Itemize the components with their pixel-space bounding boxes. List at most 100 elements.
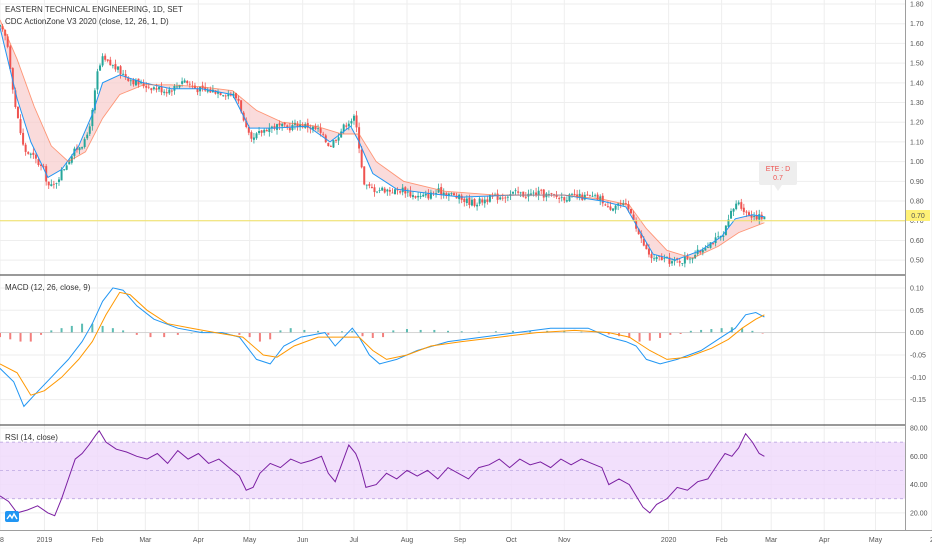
macd-histogram-bar xyxy=(163,332,166,338)
price-pane[interactable] xyxy=(0,19,905,268)
candle-body xyxy=(273,126,276,129)
candle-body xyxy=(132,79,135,85)
candle-body xyxy=(163,91,166,93)
callout-value: 0.7 xyxy=(773,175,783,182)
macd-histogram-bar xyxy=(111,328,114,333)
time-tick-label: 2 xyxy=(930,537,932,544)
candle-body xyxy=(481,199,484,203)
candle-body xyxy=(360,149,363,168)
candle-body xyxy=(140,81,143,84)
candle-body xyxy=(747,212,750,216)
time-tick-label: Apr xyxy=(819,537,831,544)
candle-body xyxy=(252,137,255,140)
macd-histogram-bar xyxy=(200,331,203,333)
candle-body xyxy=(414,196,417,198)
candle-body xyxy=(550,193,553,194)
price-tick-label: 1.00 xyxy=(910,159,924,166)
candle-body xyxy=(383,188,386,193)
macd-histogram-bar xyxy=(710,329,713,333)
macd-histogram-bar xyxy=(351,330,354,333)
symbol-title[interactable]: EASTERN TECHNICAL ENGINEERING, 1D, SET xyxy=(5,5,183,14)
candle-body xyxy=(578,193,581,197)
candle-body xyxy=(101,56,104,66)
candle-body xyxy=(352,115,355,121)
pane-divider[interactable] xyxy=(0,274,905,276)
macd-legend[interactable]: MACD (12, 26, close, 9) xyxy=(5,283,91,292)
candle-body xyxy=(60,169,63,181)
candle-body xyxy=(555,195,558,198)
macd-histogram-bar xyxy=(9,332,12,340)
macd-histogram-bar xyxy=(279,330,282,333)
macd-histogram-bar xyxy=(494,331,497,333)
time-tick-label: Apr xyxy=(193,537,205,544)
axis-layer: 1.80 1.70 1.60 1.50 1.40 1.30 1.20 1.10 1.00 0.90… xyxy=(0,2,932,545)
candle-body xyxy=(463,198,466,202)
candle-body xyxy=(9,46,12,69)
macd-tick-label: -0.10 xyxy=(910,375,926,382)
candle-body xyxy=(57,179,60,183)
candle-body xyxy=(224,95,227,97)
candle-body xyxy=(314,126,317,130)
macd-histogram-bar xyxy=(419,329,422,333)
candle-body xyxy=(424,193,427,196)
macd-histogram-bar xyxy=(512,330,514,333)
candle-body xyxy=(55,183,58,184)
candle-body xyxy=(435,193,438,194)
candle-body xyxy=(170,90,173,92)
candle-body xyxy=(737,202,740,205)
candle-body xyxy=(655,256,658,260)
candle-body xyxy=(373,187,376,193)
candle-body xyxy=(470,199,473,206)
candle-body xyxy=(1,25,4,30)
price-tick-label: 0.70 xyxy=(910,218,924,225)
macd-histogram-bar xyxy=(659,332,662,338)
candle-body xyxy=(586,194,589,196)
candle-body xyxy=(596,194,599,200)
time-tick-label: Mar xyxy=(765,537,778,544)
macd-histogram-bar xyxy=(447,330,450,333)
macd-histogram-bar xyxy=(101,325,104,333)
indicator-title[interactable]: CDC ActionZone V3 2020 (close, 12, 26, 1… xyxy=(5,17,169,26)
macd-histogram-bar xyxy=(433,329,436,333)
candle-body xyxy=(99,65,102,71)
candle-body xyxy=(394,189,397,195)
candle-body xyxy=(350,121,353,124)
candle-body xyxy=(27,152,30,154)
candle-body xyxy=(68,161,71,165)
candle-body xyxy=(91,109,94,127)
candle-body xyxy=(247,127,250,133)
rsi-pane[interactable] xyxy=(0,429,905,517)
candle-body xyxy=(263,129,266,133)
candle-body xyxy=(391,192,394,194)
candle-body xyxy=(250,132,253,139)
candle-body xyxy=(370,186,373,188)
pane-divider[interactable] xyxy=(0,424,905,426)
candle-body xyxy=(735,203,738,210)
candle-body xyxy=(460,195,463,200)
candle-body xyxy=(540,189,543,191)
candle-body xyxy=(683,256,686,264)
price-tick-label: 1.50 xyxy=(910,61,924,68)
rsi-tick-label: 40.00 xyxy=(910,482,928,489)
macd-pane[interactable] xyxy=(0,287,905,408)
candle-body xyxy=(260,130,263,133)
candle-body xyxy=(483,199,486,204)
macd-histogram-bar xyxy=(741,328,744,333)
macd-histogram-bar xyxy=(258,332,261,342)
candle-body xyxy=(447,193,450,197)
candle-body xyxy=(419,196,422,197)
candle-body xyxy=(245,120,248,128)
macd-histogram-bar xyxy=(289,328,292,333)
candle-body xyxy=(501,197,504,199)
candle-body xyxy=(645,244,648,250)
price-tick-label: 1.40 xyxy=(910,80,924,87)
candle-body xyxy=(234,93,237,99)
candle-body xyxy=(642,238,645,246)
candle-body xyxy=(119,66,122,75)
rsi-legend[interactable]: RSI (14, close) xyxy=(5,433,58,442)
candle-body xyxy=(178,84,181,88)
macd-histogram-bar xyxy=(361,332,364,337)
candle-body xyxy=(4,29,7,36)
candle-body xyxy=(706,246,709,248)
